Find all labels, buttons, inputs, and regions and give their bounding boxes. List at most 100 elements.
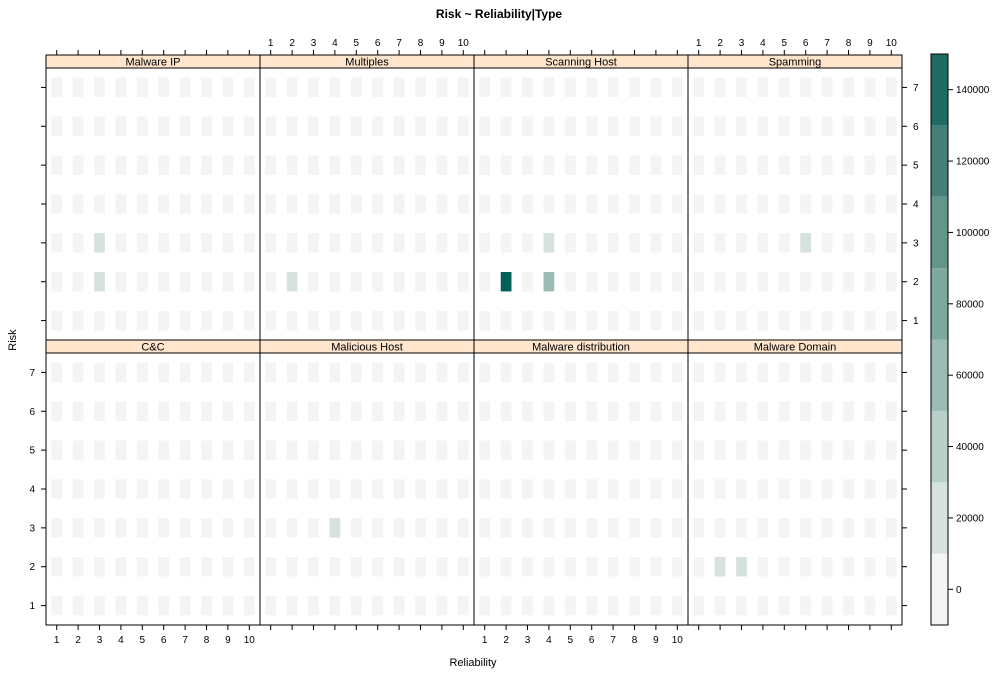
heat-cell (650, 155, 662, 175)
heat-cell (179, 479, 191, 499)
heat-cell (243, 310, 255, 331)
heat-cell (94, 77, 105, 98)
heat-cell (757, 194, 769, 214)
heat-cell (158, 194, 170, 214)
heat-cell (693, 116, 705, 136)
heat-cell (757, 77, 769, 98)
heat-cell (94, 479, 105, 499)
heat-cell (201, 595, 212, 616)
heat-cell (714, 557, 726, 577)
heat-cell (136, 194, 148, 214)
heat-cell (158, 518, 170, 538)
colorkey-band (931, 196, 948, 269)
heat-cell (286, 518, 298, 538)
heat-cell (457, 440, 469, 460)
heat-cell (136, 401, 148, 421)
heat-cell (693, 272, 705, 292)
heat-cell (864, 310, 876, 331)
heat-cell (265, 155, 277, 175)
heat-cell (629, 272, 640, 292)
heat-cell (72, 233, 84, 253)
heat-cell (415, 155, 426, 175)
heat-cell (650, 440, 662, 460)
heat-cell (607, 155, 619, 175)
heat-cell (843, 77, 854, 98)
heat-cell (543, 518, 555, 538)
heat-cell (629, 77, 640, 98)
y-tick-label: 4 (913, 200, 919, 211)
heat-cell (222, 233, 234, 253)
heat-cell (72, 401, 84, 421)
heat-cell (522, 116, 533, 136)
heat-cell (671, 233, 683, 253)
y-tick-label: 5 (29, 446, 35, 457)
heat-cell (115, 77, 127, 98)
heat-cell (629, 401, 640, 421)
heat-cell (72, 518, 84, 538)
heat-cell (629, 479, 640, 499)
heat-cell (136, 557, 148, 577)
heat-cell (179, 116, 191, 136)
x-tick-label: 7 (610, 635, 616, 646)
y-tick-label: 2 (29, 562, 35, 573)
heat-cell (693, 233, 705, 253)
heat-cell (201, 518, 212, 538)
heat-cell (286, 77, 298, 98)
heat-cell (350, 155, 362, 175)
heat-cell (393, 116, 405, 136)
heat-cell (479, 194, 491, 214)
heat-cell (800, 479, 812, 499)
x-tick-label: 2 (503, 635, 509, 646)
heat-cell (843, 310, 854, 331)
panel-spamming: Spamming (687, 54, 903, 341)
heat-cell (522, 401, 533, 421)
heat-cell (671, 155, 683, 175)
heat-cell (821, 401, 833, 421)
heat-cell (393, 518, 405, 538)
heat-cell (843, 518, 854, 538)
panel-strip-label: Malicious Host (331, 342, 403, 354)
x-tick-label: 7 (824, 38, 830, 49)
heat-cell (136, 310, 148, 331)
heat-cell (564, 155, 576, 175)
heat-cell (650, 401, 662, 421)
panels-group: Malware IP Multiples Scanning Host Spamming… (45, 54, 903, 626)
heat-cell (115, 401, 127, 421)
heat-cell (821, 518, 833, 538)
heat-cell (372, 233, 384, 253)
heat-cell (201, 194, 212, 214)
heat-cell (436, 77, 448, 98)
heat-cell (586, 401, 598, 421)
heat-cell (671, 272, 683, 292)
heat-cell (757, 401, 769, 421)
x-tick-label: 10 (886, 38, 898, 49)
heat-cell (479, 116, 491, 136)
heat-cell (800, 194, 812, 214)
x-tick-label: 9 (439, 38, 445, 49)
heat-cell (629, 518, 640, 538)
panel-multiples: Multiples (259, 54, 475, 341)
heat-cell (308, 595, 319, 616)
colorkey-tick-label: 0 (956, 585, 962, 596)
heat-cell (543, 272, 555, 292)
x-tick-label: 5 (782, 38, 788, 49)
heat-cell (436, 362, 448, 383)
heat-cell (800, 401, 812, 421)
heat-cell (843, 272, 854, 292)
heat-cell (329, 233, 341, 253)
heat-cell (72, 440, 84, 460)
heat-cell (201, 401, 212, 421)
heat-cell (885, 479, 897, 499)
colorkey-band (931, 553, 948, 625)
heat-cell (843, 440, 854, 460)
colorkey-band (931, 410, 948, 483)
heat-cell (885, 116, 897, 136)
heat-cell (136, 272, 148, 292)
heat-cell (222, 116, 234, 136)
heat-cell (500, 479, 512, 499)
heat-cell (671, 116, 683, 136)
heat-cell (415, 362, 426, 383)
heat-cell (136, 362, 148, 383)
heat-cell (51, 116, 63, 136)
heat-cell (629, 440, 640, 460)
